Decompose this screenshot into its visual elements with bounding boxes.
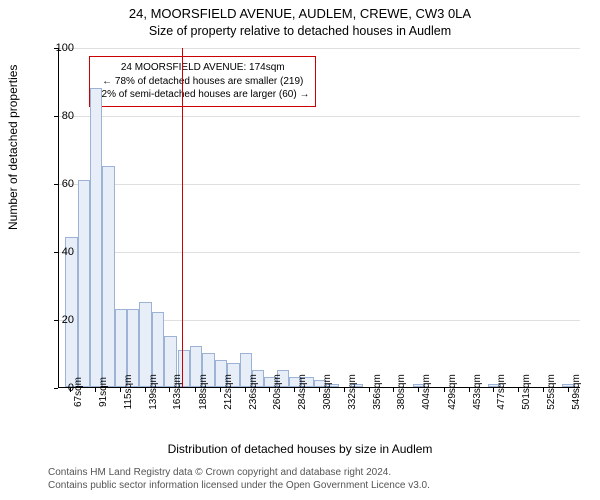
x-tick-mark [444, 388, 445, 392]
histogram-bar [78, 180, 90, 387]
x-tick-mark [120, 388, 121, 392]
x-tick-mark [195, 388, 196, 392]
x-tick-mark [393, 388, 394, 392]
chart-subtitle: Size of property relative to detached ho… [0, 24, 600, 38]
x-tick-label: 115sqm [123, 375, 134, 410]
footer-line2: Contains public sector information licen… [48, 479, 430, 492]
x-tick-mark [95, 388, 96, 392]
annotation-line2: ← 78% of detached houses are smaller (21… [96, 75, 309, 89]
x-tick-label: 284sqm [297, 374, 308, 410]
y-tick-mark [54, 320, 58, 321]
y-tick-mark [54, 48, 58, 49]
histogram-bar [90, 88, 102, 387]
x-tick-label: 477sqm [496, 374, 507, 410]
chart-title: 24, MOORSFIELD AVENUE, AUDLEM, CREWE, CW… [0, 6, 600, 21]
x-tick-label: 501sqm [521, 374, 532, 410]
x-tick-label: 260sqm [272, 374, 283, 410]
chart-container: 24, MOORSFIELD AVENUE, AUDLEM, CREWE, CW… [0, 0, 600, 500]
x-tick-label: 139sqm [148, 374, 159, 410]
x-tick-mark [568, 388, 569, 392]
x-tick-mark [319, 388, 320, 392]
x-tick-mark [543, 388, 544, 392]
x-tick-mark [70, 388, 71, 392]
x-tick-mark [220, 388, 221, 392]
x-tick-label: 188sqm [198, 374, 209, 410]
histogram-bar [102, 166, 114, 387]
x-axis-label: Distribution of detached houses by size … [0, 442, 600, 456]
x-tick-label: 453sqm [472, 374, 483, 410]
x-tick-label: 549sqm [571, 374, 582, 410]
x-tick-label: 429sqm [447, 374, 458, 410]
annotation-line3: 22% of semi-detached houses are larger (… [96, 88, 309, 102]
x-tick-mark [269, 388, 270, 392]
histogram-bar [65, 237, 77, 387]
x-tick-label: 380sqm [396, 374, 407, 410]
y-tick-label: 60 [44, 178, 74, 190]
x-tick-mark [518, 388, 519, 392]
x-tick-label: 525sqm [546, 374, 557, 410]
footer-text: Contains HM Land Registry data © Crown c… [48, 466, 430, 492]
x-tick-label: 332sqm [347, 374, 358, 410]
x-tick-label: 163sqm [172, 374, 183, 410]
y-tick-label: 20 [44, 314, 74, 326]
marker-line [182, 48, 183, 387]
x-tick-label: 67sqm [73, 377, 84, 407]
x-tick-label: 212sqm [223, 374, 234, 410]
x-tick-label: 404sqm [421, 374, 432, 410]
x-tick-mark [418, 388, 419, 392]
x-tick-mark [493, 388, 494, 392]
y-tick-mark [54, 116, 58, 117]
y-tick-label: 100 [44, 42, 74, 54]
y-tick-mark [54, 252, 58, 253]
gridline [59, 184, 580, 185]
y-tick-label: 40 [44, 246, 74, 258]
y-tick-label: 80 [44, 110, 74, 122]
plot-area: 24 MOORSFIELD AVENUE: 174sqm ← 78% of de… [58, 48, 580, 388]
gridline [59, 116, 580, 117]
x-tick-label: 91sqm [98, 377, 109, 407]
x-tick-mark [169, 388, 170, 392]
gridline [59, 48, 580, 49]
footer-line1: Contains HM Land Registry data © Crown c… [48, 466, 430, 479]
y-tick-mark [54, 184, 58, 185]
annotation-box: 24 MOORSFIELD AVENUE: 174sqm ← 78% of de… [89, 56, 316, 107]
x-tick-mark [344, 388, 345, 392]
x-tick-mark [369, 388, 370, 392]
x-tick-label: 308sqm [322, 374, 333, 410]
x-tick-mark [294, 388, 295, 392]
x-tick-label: 236sqm [248, 374, 259, 410]
x-tick-mark [245, 388, 246, 392]
x-tick-mark [469, 388, 470, 392]
gridline [59, 252, 580, 253]
y-axis-label: Number of detached properties [6, 65, 20, 230]
y-tick-mark [54, 388, 58, 389]
x-tick-label: 356sqm [372, 374, 383, 410]
annotation-line1: 24 MOORSFIELD AVENUE: 174sqm [96, 61, 309, 75]
x-tick-mark [145, 388, 146, 392]
